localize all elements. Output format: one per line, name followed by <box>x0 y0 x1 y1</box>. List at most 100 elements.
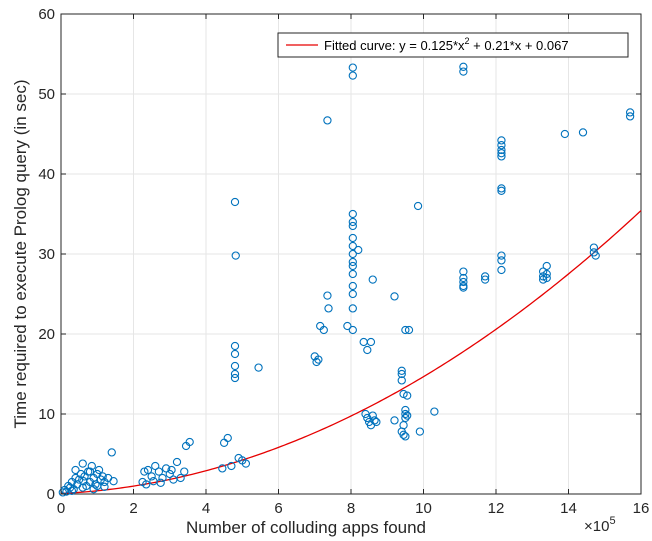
data-point <box>497 152 506 161</box>
data-point <box>71 465 80 475</box>
data-point <box>401 432 410 441</box>
data-point <box>343 321 352 331</box>
data-point <box>497 186 506 195</box>
data-point <box>542 269 551 279</box>
data-point <box>397 366 406 375</box>
axis-ticks: 0 2 4 6 8 10 12 14 16 0 10 20 30 40 50 60 <box>38 6 649 517</box>
x-tick-label: 0 <box>57 500 65 517</box>
data-point <box>430 407 439 416</box>
data-points-layer <box>58 62 635 497</box>
data-point <box>591 251 600 260</box>
data-point <box>368 411 377 420</box>
data-point <box>348 63 357 72</box>
x-tick-label: 2 <box>129 500 137 517</box>
data-point <box>397 369 406 379</box>
data-point <box>366 337 376 347</box>
x-tick-label: 4 <box>202 500 210 517</box>
data-point <box>497 265 506 275</box>
data-point <box>363 345 372 355</box>
data-point <box>459 273 468 283</box>
data-point <box>230 361 240 371</box>
data-point <box>227 461 236 471</box>
data-point <box>314 355 323 364</box>
data-point <box>348 261 357 271</box>
data-point <box>399 430 408 439</box>
data-point <box>348 281 357 291</box>
data-point <box>390 416 399 425</box>
data-point <box>348 289 357 299</box>
data-point <box>142 480 151 489</box>
data-point <box>403 391 412 400</box>
y-tick-label: 60 <box>38 6 55 23</box>
data-point <box>497 251 506 260</box>
data-point <box>459 67 468 76</box>
data-point <box>370 416 379 425</box>
x-tick-label: 12 <box>488 500 505 517</box>
data-point <box>230 341 240 351</box>
data-point <box>348 257 357 267</box>
data-point <box>401 325 410 335</box>
data-point <box>93 481 102 491</box>
data-point <box>348 209 357 219</box>
x-axis-label: Number of colluding apps found <box>186 518 426 537</box>
data-point <box>560 129 570 139</box>
data-point <box>230 373 240 383</box>
data-point <box>625 108 635 117</box>
legend-fit-label-sup: 2 <box>465 36 470 46</box>
x-tick-label: 8 <box>347 500 355 517</box>
data-point <box>180 467 189 476</box>
data-point <box>390 292 399 301</box>
data-point <box>397 376 406 385</box>
y-tick-label: 30 <box>38 246 55 263</box>
data-point <box>167 465 176 475</box>
data-point <box>363 413 372 423</box>
data-point <box>459 277 468 287</box>
data-point <box>497 256 506 265</box>
data-point <box>459 267 468 276</box>
data-point <box>78 459 87 468</box>
data-point <box>230 197 240 207</box>
data-point <box>348 221 357 231</box>
data-point <box>404 325 414 335</box>
data-point <box>154 467 164 476</box>
grid <box>60 13 642 495</box>
data-point <box>241 459 251 468</box>
data-point <box>109 477 118 486</box>
data-point <box>413 201 423 211</box>
x-tick-label: 6 <box>274 500 282 517</box>
data-point <box>348 241 357 251</box>
data-point <box>480 275 490 284</box>
data-point <box>231 251 240 260</box>
data-point <box>176 473 185 483</box>
data-point <box>348 71 357 80</box>
y-tick-label: 0 <box>47 486 55 503</box>
data-point <box>254 363 263 372</box>
y-axis-label: Time required to execute Prolog query (i… <box>11 80 30 429</box>
data-point <box>348 304 357 313</box>
data-point <box>348 249 357 259</box>
legend-fit-label-tail: + 0.21*x + 0.067 <box>470 38 569 53</box>
data-point <box>85 467 95 476</box>
data-point <box>497 149 506 158</box>
data-point <box>542 273 551 283</box>
data-point <box>497 145 506 155</box>
data-point <box>94 465 104 475</box>
data-point <box>415 427 425 436</box>
data-point <box>348 325 357 335</box>
legend-fit-label: Fitted curve: y = 0.125*x2 + 0.21*x + 0.… <box>324 36 569 53</box>
data-point <box>372 417 381 427</box>
x-tick-label: 10 <box>415 500 432 517</box>
data-point <box>348 233 357 243</box>
data-point <box>218 464 227 473</box>
data-point <box>230 369 240 379</box>
data-point <box>459 283 468 292</box>
data-point <box>324 304 333 313</box>
data-point <box>589 243 599 252</box>
data-point <box>578 128 588 137</box>
data-point <box>348 217 357 227</box>
data-point <box>323 291 332 300</box>
data-point <box>78 483 87 492</box>
data-point <box>156 478 165 487</box>
